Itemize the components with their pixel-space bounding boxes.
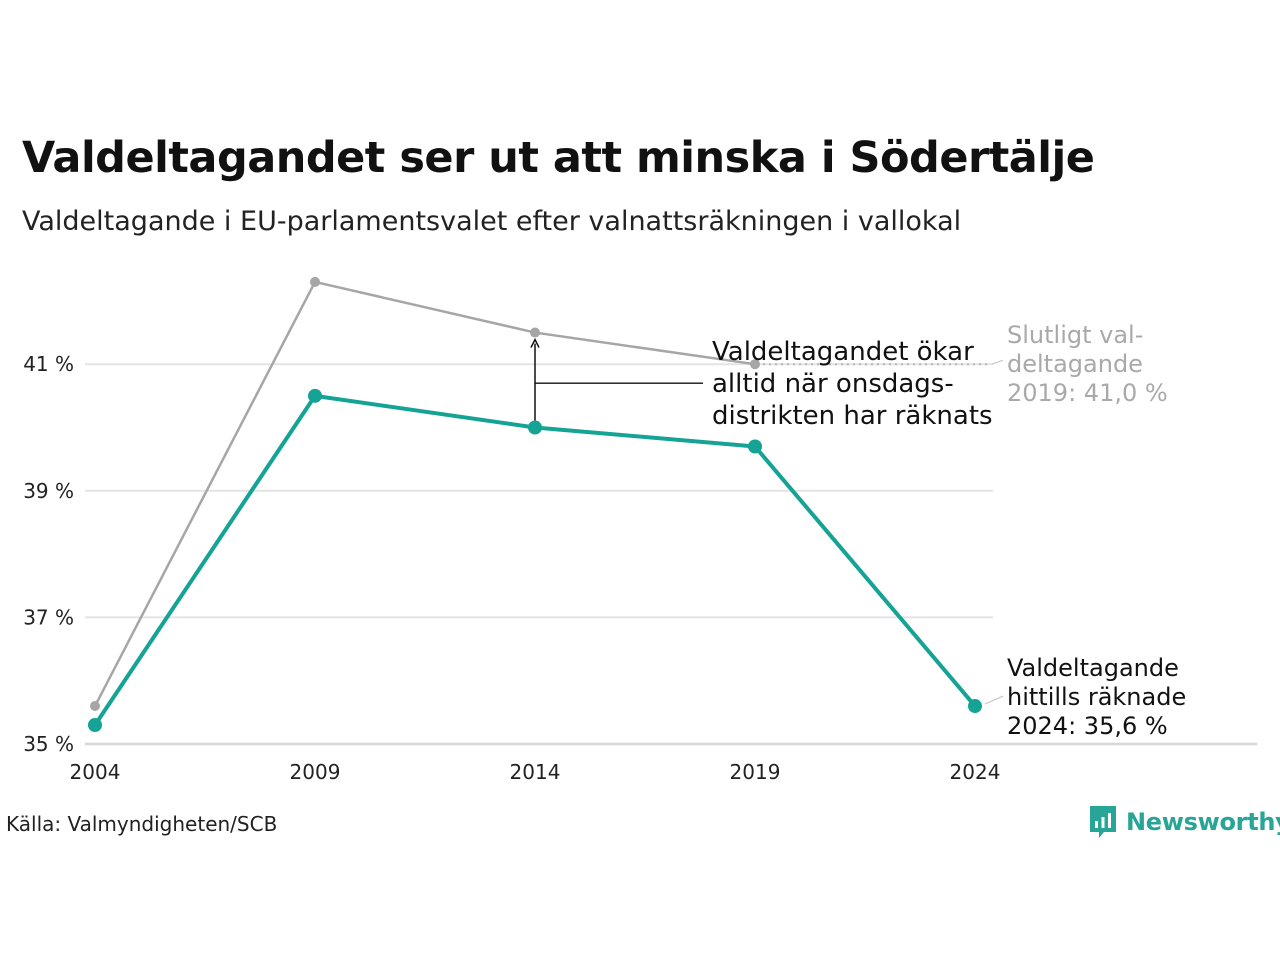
final-turnout-point (530, 327, 540, 338)
final-turnout-point (90, 701, 100, 712)
final-turnout-point (310, 276, 320, 287)
election-night-point (88, 718, 102, 733)
chart-title: Valdeltagandet ser ut att minska i Söder… (22, 133, 1095, 183)
x-tick-label: 2004 (70, 760, 121, 784)
label-connector (984, 695, 1004, 705)
y-axis-ticks: 41 % 39 % 37 % 35 % (23, 352, 74, 756)
election-night-point (528, 420, 542, 435)
x-axis-ticks: 2004 2009 2014 2019 2024 (70, 760, 1001, 784)
y-tick-label: 35 % (23, 732, 74, 756)
newsworthy-logo: Newsworthy (1088, 803, 1280, 841)
bar-chart-speech-bubble-icon (1090, 806, 1116, 838)
series-points (88, 276, 982, 733)
election-night-line (93, 393, 977, 728)
increase-arrow (530, 337, 703, 421)
annotation-line: Valdeltagande (1007, 654, 1179, 682)
y-tick-label: 37 % (23, 605, 74, 629)
current-2024-annotation: Valdeltagande hittills räknade 2024: 35,6 … (1007, 654, 1186, 740)
logo-text: Newsworthy (1126, 808, 1280, 836)
election-night-point (968, 699, 982, 714)
x-tick-label: 2009 (290, 760, 341, 784)
annotation-line: distrikten har räknats (712, 401, 993, 431)
annotation-line: Slutligt val- (1007, 321, 1143, 349)
label-connector (991, 359, 1004, 365)
annotation-line: alltid när onsdags- (712, 369, 954, 399)
x-tick-label: 2019 (730, 760, 781, 784)
election-night-point (308, 388, 322, 403)
annotation-line: Valdeltagandet ökar (712, 337, 974, 367)
annotation-line: hittills räknade (1007, 683, 1186, 711)
increase-annotation: Valdeltagandet ökar alltid när onsdags-di… (712, 337, 993, 431)
y-tick-label: 41 % (23, 352, 74, 376)
final-turnout-line (93, 280, 757, 708)
annotation-line: 2019: 41,0 % (1007, 379, 1168, 407)
annotations: Valdeltagandet ökar alltid när onsdags-di… (712, 321, 1186, 740)
final-turnout-point (750, 359, 760, 370)
annotation-line: deltagande (1007, 350, 1143, 378)
source-note: Källa: Valmyndigheten/SCB (6, 812, 278, 836)
x-tick-label: 2014 (510, 760, 561, 784)
chart-subtitle: Valdeltagande i EU-parlamentsvalet efter… (22, 206, 962, 237)
annotation-line: 2024: 35,6 % (1007, 712, 1168, 740)
x-tick-label: 2024 (950, 760, 1001, 784)
y-tick-label: 39 % (23, 479, 74, 503)
election-night-point (748, 439, 762, 454)
final-2019-annotation: Slutligt val-deltagande 2019: 41,0 % (1007, 321, 1168, 407)
arrow-head (530, 337, 540, 348)
